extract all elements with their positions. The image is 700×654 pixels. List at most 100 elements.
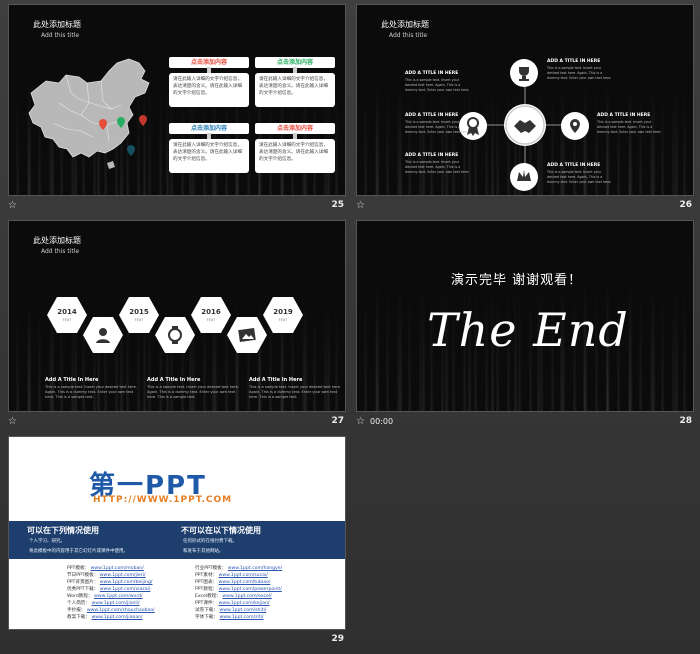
- icon-hexagon-watch: [155, 317, 195, 353]
- link-label: PPT素材：: [195, 573, 218, 578]
- resource-link[interactable]: 试卷下载： www.1ppt.com/shiti/: [195, 607, 266, 613]
- link-label: 个人简历：: [67, 601, 90, 606]
- link-url[interactable]: www.1ppt.com/kejian/: [218, 601, 270, 606]
- link-url[interactable]: www.1ppt.com/word/: [94, 594, 143, 599]
- card-header: 点击添加内容: [169, 123, 249, 134]
- info-block-right-3: ADD A TITLE IN HERE This is a sample tex…: [547, 163, 613, 184]
- slide-25-thumbnail[interactable]: 此处添加标题 Add this title 点击添加内容 请在此输入详细的文字介…: [8, 4, 346, 196]
- link-url[interactable]: www.1ppt.com/ziti/: [219, 615, 264, 620]
- resource-link[interactable]: PPT素材： www.1ppt.com/sucai/: [195, 572, 268, 578]
- resource-link[interactable]: PPT教程： www.1ppt.com/powerpoint/: [195, 586, 282, 592]
- card-body: 请在此输入详细的文字介绍信息，表达清楚的含义。请在此输入详细的文字介绍信息。: [255, 139, 335, 173]
- link-url[interactable]: www.1ppt.com/excel/: [222, 594, 272, 599]
- link-url[interactable]: www.1ppt.com/powerpoint/: [218, 587, 282, 592]
- slide-26-footer: ☆ 26: [356, 198, 692, 216]
- year-text: TEXT: [206, 318, 216, 322]
- slide-28-thumbnail[interactable]: 演示完毕 谢谢观看！ The End: [356, 220, 694, 412]
- transition-star-icon[interactable]: ☆: [356, 200, 365, 211]
- block-desc: This is a sample text. Insert your desir…: [547, 170, 612, 184]
- slide-title: 此处添加标题: [33, 20, 81, 29]
- brand-url: HTTP://WWW.1PPT.COM: [93, 495, 233, 505]
- block-title: ADD A TITLE IN HERE: [405, 113, 459, 118]
- slide-27-thumbnail[interactable]: 此处添加标题 Add this title 2014 TEXT 2015 TEX…: [8, 220, 346, 412]
- transition-star-icon[interactable]: ☆: [356, 416, 365, 427]
- column-desc-1: This is a sample text. Insert your desir…: [45, 385, 137, 399]
- resource-link[interactable]: PPT模板： www.1ppt.com/moban/: [67, 565, 144, 571]
- card-header: 点击添加内容: [255, 123, 335, 134]
- user-pin-icon: [96, 328, 110, 343]
- resource-link[interactable]: 个人简历： www.1ppt.com/jianli/: [67, 600, 140, 606]
- link-url[interactable]: www.1ppt.com/jieri/: [99, 573, 146, 578]
- usage-banner: [9, 521, 345, 559]
- block-title: ADD A TITLE IN HERE: [597, 113, 651, 118]
- resource-link[interactable]: 节日PPT模板： www.1ppt.com/jieri/: [67, 572, 146, 578]
- resource-link[interactable]: Excel教程： www.1ppt.com/excel/: [195, 593, 272, 599]
- slide-number: 29: [331, 634, 344, 644]
- content-card-2[interactable]: 点击添加内容 请在此输入详细的文字介绍信息，表达清楚的含义。请在此输入详细的文字…: [255, 57, 335, 107]
- resource-link[interactable]: 教案下载： www.1ppt.com/jiaoan/: [67, 614, 143, 620]
- slide-number: 28: [679, 416, 692, 426]
- can-use-item-2: 将此模板中的内容用于其它幻灯片或课件中使用。: [29, 549, 128, 554]
- info-block-left-2: ADD A TITLE IN HERE This is a sample tex…: [405, 113, 471, 134]
- link-label: Word教程：: [67, 594, 93, 599]
- link-label: 试卷下载：: [195, 608, 218, 613]
- card-body: 请在此输入详细的文字介绍信息，表达清楚的含义。请在此输入详细的文字介绍信息。: [169, 73, 249, 107]
- slide-number: 25: [331, 200, 344, 210]
- background-streaks: [357, 278, 693, 411]
- slide-29-thumbnail[interactable]: 第一PPT HTTP://WWW.1PPT.COM 可以在下列情况使用 个人学习…: [8, 436, 346, 630]
- content-card-4[interactable]: 点击添加内容 请在此输入详细的文字介绍信息，表达清楚的含义。请在此输入详细的文字…: [255, 123, 335, 173]
- trophy-icon: [510, 59, 538, 87]
- resource-link[interactable]: Word教程： www.1ppt.com/word/: [67, 593, 143, 599]
- link-url[interactable]: www.1ppt.com/jiaoan/: [91, 615, 143, 620]
- resource-link[interactable]: 手抄报： www.1ppt.com/shouchaobao/: [67, 607, 155, 613]
- card-connector: [293, 67, 297, 73]
- slide-26-thumbnail[interactable]: 此处添加标题 Add this title ADD A TITLE IN HER…: [356, 4, 694, 196]
- resource-link[interactable]: 字体下载： www.1ppt.com/ziti/: [195, 614, 263, 620]
- link-url[interactable]: www.1ppt.com/moban/: [90, 566, 144, 571]
- link-url[interactable]: www.1ppt.com/hangye/: [227, 566, 283, 571]
- card-connector: [293, 133, 297, 139]
- resource-link[interactable]: PPT图表： www.1ppt.com/tubiao/: [195, 579, 270, 585]
- can-use-title: 可以在下列情况使用: [27, 526, 99, 535]
- link-label: PPT教程：: [195, 587, 218, 592]
- cannot-use-title: 不可以在以下情况使用: [181, 526, 261, 535]
- resource-link[interactable]: 优秀PPT下载： www.1ppt.com/xiazai/: [67, 586, 150, 592]
- closing-heading: 演示完毕 谢谢观看！: [451, 273, 583, 288]
- transition-star-icon[interactable]: ☆: [8, 200, 17, 211]
- slide-subtitle: Add this title: [41, 248, 80, 255]
- block-desc: This is a sample text. Insert your desir…: [547, 66, 612, 80]
- card-body: 请在此输入详细的文字介绍信息，表达清楚的含义。请在此输入详细的文字介绍信息。: [169, 139, 249, 173]
- slide-title: 此处添加标题: [381, 20, 429, 29]
- content-card-3[interactable]: 点击添加内容 请在此输入详细的文字介绍信息，表达清楚的含义。请在此输入详细的文字…: [169, 123, 249, 173]
- link-url[interactable]: www.1ppt.com/shiti/: [219, 608, 267, 613]
- resource-link[interactable]: PPT课件： www.1ppt.com/kejian/: [195, 600, 269, 606]
- link-url[interactable]: www.1ppt.com/sucai/: [218, 573, 268, 578]
- card-header: 点击添加内容: [169, 57, 249, 68]
- link-url[interactable]: www.1ppt.com/xiazai/: [99, 587, 151, 592]
- link-label: 优秀PPT下载：: [67, 587, 99, 592]
- resource-link[interactable]: 行业PPT模板： www.1ppt.com/hangye/: [195, 565, 282, 571]
- column-title-3: Add A Title In Here: [249, 377, 303, 383]
- content-card-1[interactable]: 点击添加内容 请在此输入详细的文字介绍信息，表达清楚的含义。请在此输入详细的文字…: [169, 57, 249, 107]
- block-desc: This is a sample text. Insert your desir…: [597, 120, 662, 134]
- column-desc-3: This is a sample text. Insert your desir…: [249, 385, 341, 399]
- block-desc: This is a sample text. Insert your desir…: [405, 78, 470, 92]
- slide-subtitle: Add this title: [41, 32, 80, 39]
- link-url[interactable]: www.1ppt.com/tubiao/: [218, 580, 271, 585]
- year-label: 2014: [57, 308, 77, 316]
- block-desc: This is a sample text. Insert your desir…: [405, 160, 470, 174]
- link-label: 手抄报：: [67, 608, 86, 613]
- transition-star-icon[interactable]: ☆: [8, 416, 17, 427]
- location-pin-icon: [561, 112, 589, 140]
- link-label: PPT课件：: [195, 601, 218, 606]
- slide-29-footer: 29: [8, 632, 344, 650]
- block-title: ADD A TITLE IN HERE: [547, 163, 601, 168]
- link-url[interactable]: www.1ppt.com/shouchaobao/: [86, 608, 155, 613]
- info-block-right-1: ADD A TITLE IN HERE This is a sample tex…: [547, 59, 613, 80]
- can-use-item-1: 个人学习、研究。: [29, 539, 65, 544]
- link-url[interactable]: www.1ppt.com/jianli/: [91, 601, 140, 606]
- year-hexagon-2016: 2016 TEXT: [191, 297, 231, 333]
- link-label: 字体下载：: [195, 615, 218, 620]
- link-url[interactable]: www.1ppt.com/beijing/: [99, 580, 153, 585]
- resource-link[interactable]: PPT背景图片： www.1ppt.com/beijing/: [67, 579, 152, 585]
